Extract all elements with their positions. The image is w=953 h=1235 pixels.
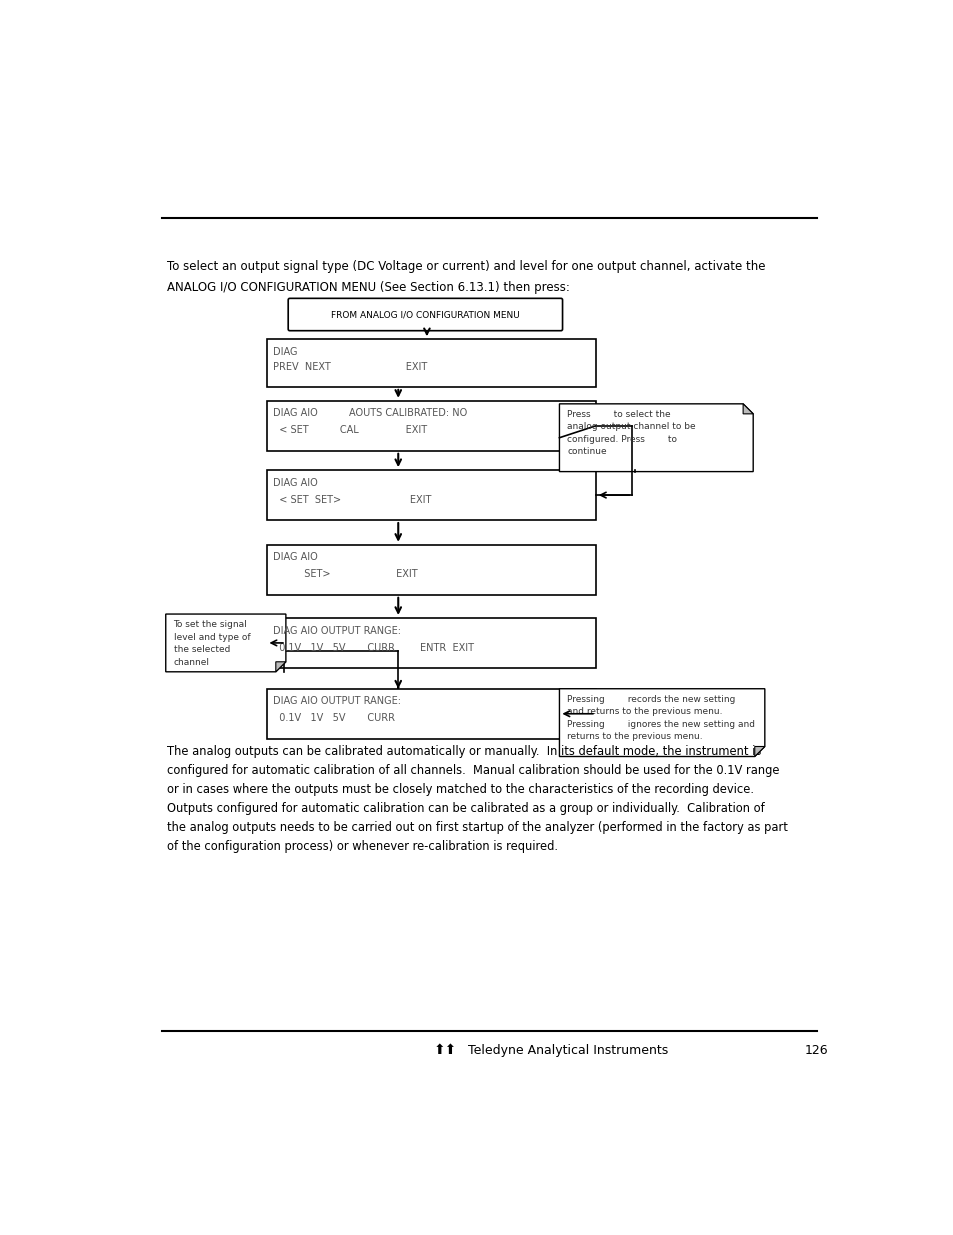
Polygon shape: [558, 404, 753, 472]
Text: Pressing        records the new setting
and returns to the previous menu.
Pressi: Pressing records the new setting and ret…: [567, 695, 755, 741]
Text: PREV  NEXT                        EXIT: PREV NEXT EXIT: [273, 362, 427, 372]
Polygon shape: [558, 689, 764, 757]
Text: FROM ANALOG I/O CONFIGURATION MENU: FROM ANALOG I/O CONFIGURATION MENU: [331, 310, 519, 319]
Text: < SET  SET>                      EXIT: < SET SET> EXIT: [273, 495, 431, 505]
Polygon shape: [275, 662, 286, 672]
FancyBboxPatch shape: [266, 340, 596, 387]
Polygon shape: [742, 404, 753, 414]
Text: DIAG AIO: DIAG AIO: [273, 478, 317, 488]
Text: 126: 126: [804, 1044, 828, 1057]
FancyBboxPatch shape: [288, 299, 562, 331]
FancyBboxPatch shape: [266, 401, 596, 451]
FancyBboxPatch shape: [266, 471, 596, 520]
FancyBboxPatch shape: [266, 689, 596, 739]
FancyBboxPatch shape: [266, 618, 596, 668]
Text: Press        to select the
analog output channel to be
configured. Press        : Press to select the analog output channe…: [567, 410, 695, 457]
Polygon shape: [166, 614, 286, 672]
Text: DIAG AIO          AOUTS CALIBRATED: NO: DIAG AIO AOUTS CALIBRATED: NO: [273, 409, 466, 419]
Text: Teledyne Analytical Instruments: Teledyne Analytical Instruments: [468, 1044, 667, 1057]
Text: ANALOG I/O CONFIGURATION MENU (See Section 6.13.1) then press:: ANALOG I/O CONFIGURATION MENU (See Secti…: [167, 282, 570, 294]
Text: DIAG: DIAG: [273, 347, 297, 357]
Text: < SET          CAL               EXIT: < SET CAL EXIT: [273, 425, 426, 436]
Text: DIAG AIO: DIAG AIO: [273, 552, 317, 562]
Text: 0.1V   1V   5V       CURR: 0.1V 1V 5V CURR: [273, 714, 395, 724]
Text: To select an output signal type (DC Voltage or current) and level for one output: To select an output signal type (DC Volt…: [167, 259, 765, 273]
Text: DIAG AIO OUTPUT RANGE:: DIAG AIO OUTPUT RANGE:: [273, 697, 400, 706]
Text: To set the signal
level and type of
the selected
channel: To set the signal level and type of the …: [173, 620, 250, 667]
Text: DIAG AIO OUTPUT RANGE:: DIAG AIO OUTPUT RANGE:: [273, 626, 400, 636]
FancyBboxPatch shape: [266, 545, 596, 595]
Text: ⬆⬆: ⬆⬆: [433, 1042, 456, 1057]
Text: SET>                     EXIT: SET> EXIT: [273, 569, 416, 579]
Text: 0.1V   1V   5V       CURR        ENTR  EXIT: 0.1V 1V 5V CURR ENTR EXIT: [273, 642, 474, 652]
Polygon shape: [754, 746, 764, 757]
Text: The analog outputs can be calibrated automatically or manually.  In its default : The analog outputs can be calibrated aut…: [167, 745, 787, 853]
